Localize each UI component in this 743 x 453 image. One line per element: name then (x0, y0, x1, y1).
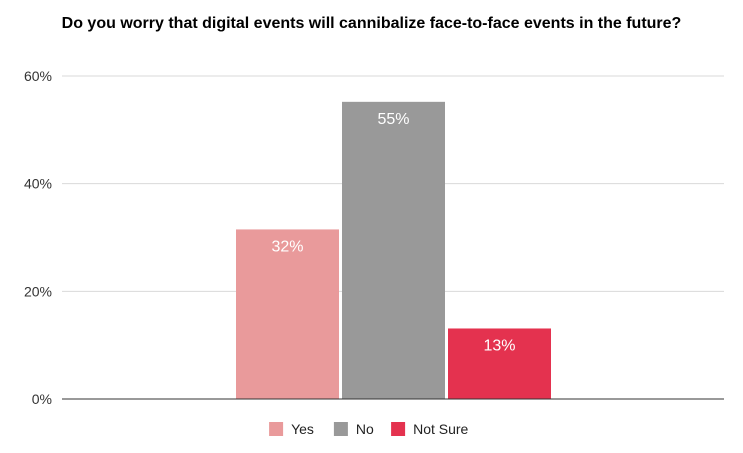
legend-swatch (269, 422, 284, 436)
legend-entry: Yes (291, 421, 314, 437)
bar-no (342, 101, 445, 399)
bar-data-label: 55% (377, 111, 409, 128)
legend-entry: No (356, 421, 374, 437)
bar-not-sure (448, 328, 551, 399)
bar-data-label: 13% (483, 337, 515, 354)
bar-data-label: 32% (271, 238, 303, 255)
legend-swatch (391, 422, 406, 436)
y-tick-label: 20% (24, 283, 52, 299)
legend-entry: Not Sure (413, 421, 468, 437)
y-tick-label: 0% (32, 391, 52, 407)
bar-yes (236, 229, 339, 399)
y-tick-label: 60% (24, 68, 52, 84)
legend-swatch (333, 422, 348, 436)
y-tick-label: 40% (24, 176, 52, 192)
chart-title: Do you worry that digital events will ca… (61, 15, 682, 32)
